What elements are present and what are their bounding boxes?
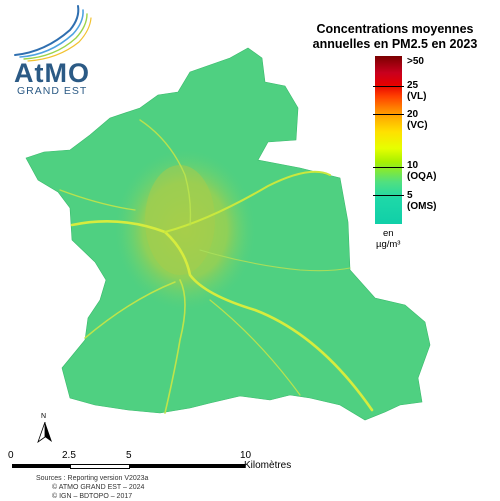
scale-segment-3 bbox=[129, 464, 245, 468]
title-line-2: annuelles en PM2.5 en 2023 bbox=[312, 37, 478, 51]
north-arrow: N bbox=[35, 413, 55, 443]
legend-tick-5 bbox=[373, 195, 404, 196]
title-line-1: Concentrations moyennes bbox=[316, 22, 474, 36]
logo-name: AtMO bbox=[14, 58, 90, 88]
legend-unit-line-2: µg/m³ bbox=[376, 239, 401, 250]
legend-tick-value: 25 bbox=[407, 80, 419, 91]
scale-unit: Kilomètres bbox=[244, 460, 292, 471]
sources-text: Sources : Reporting version V2023a © ATM… bbox=[36, 474, 148, 501]
legend-tick-value: 20 bbox=[407, 109, 419, 120]
scale-label-0: 0 bbox=[8, 450, 14, 461]
logo-subtitle: GRAND EST bbox=[17, 85, 88, 97]
legend-tick-20 bbox=[373, 114, 404, 115]
legend-tick-code: (VC) bbox=[407, 120, 428, 131]
legend-tick-code: (OMS) bbox=[407, 201, 437, 212]
legend-tick-value: >50 bbox=[407, 56, 424, 67]
source-line: © IGN – BDTOPO – 2017 bbox=[52, 493, 133, 500]
legend-tick-code: (OQA) bbox=[407, 171, 437, 182]
road-network bbox=[59, 119, 374, 414]
north-arrow-icon bbox=[37, 422, 52, 443]
legend-tick-value: 5 bbox=[407, 190, 413, 201]
legend-label-10: 10 (OQA) bbox=[407, 160, 436, 182]
scale-bar: 0 2.5 5 10 bbox=[8, 450, 252, 472]
legend-color-bar bbox=[375, 56, 402, 224]
legend-unit-line-1: en bbox=[383, 228, 394, 239]
logo-swoosh bbox=[14, 5, 92, 62]
scale-label-5: 5 bbox=[126, 450, 132, 461]
legend-label-max: >50 bbox=[407, 56, 424, 67]
legend-unit: en µg/m³ bbox=[376, 228, 400, 250]
legend-tick-10 bbox=[373, 167, 404, 168]
scale-label-2-5: 2.5 bbox=[62, 450, 76, 461]
source-line: Sources : Reporting version V2023a bbox=[36, 475, 149, 482]
legend-label-20: 20 (VC) bbox=[407, 109, 428, 131]
scale-label-10: 10 bbox=[240, 450, 252, 461]
legend-tick-code: (VL) bbox=[407, 91, 427, 102]
scale-segment-1 bbox=[12, 464, 70, 468]
legend-tick-25 bbox=[373, 86, 404, 87]
source-line: © ATMO GRAND EST – 2024 bbox=[52, 484, 145, 491]
north-label: N bbox=[41, 413, 47, 420]
scale-segment-2 bbox=[70, 464, 130, 469]
map-title: Concentrations moyennes annuelles en PM2… bbox=[300, 22, 490, 52]
legend-label-25: 25 (VL) bbox=[407, 80, 426, 102]
legend-label-5: 5 (OMS) bbox=[407, 190, 436, 212]
legend-tick-value: 10 bbox=[407, 160, 419, 171]
urban-core bbox=[145, 165, 215, 275]
